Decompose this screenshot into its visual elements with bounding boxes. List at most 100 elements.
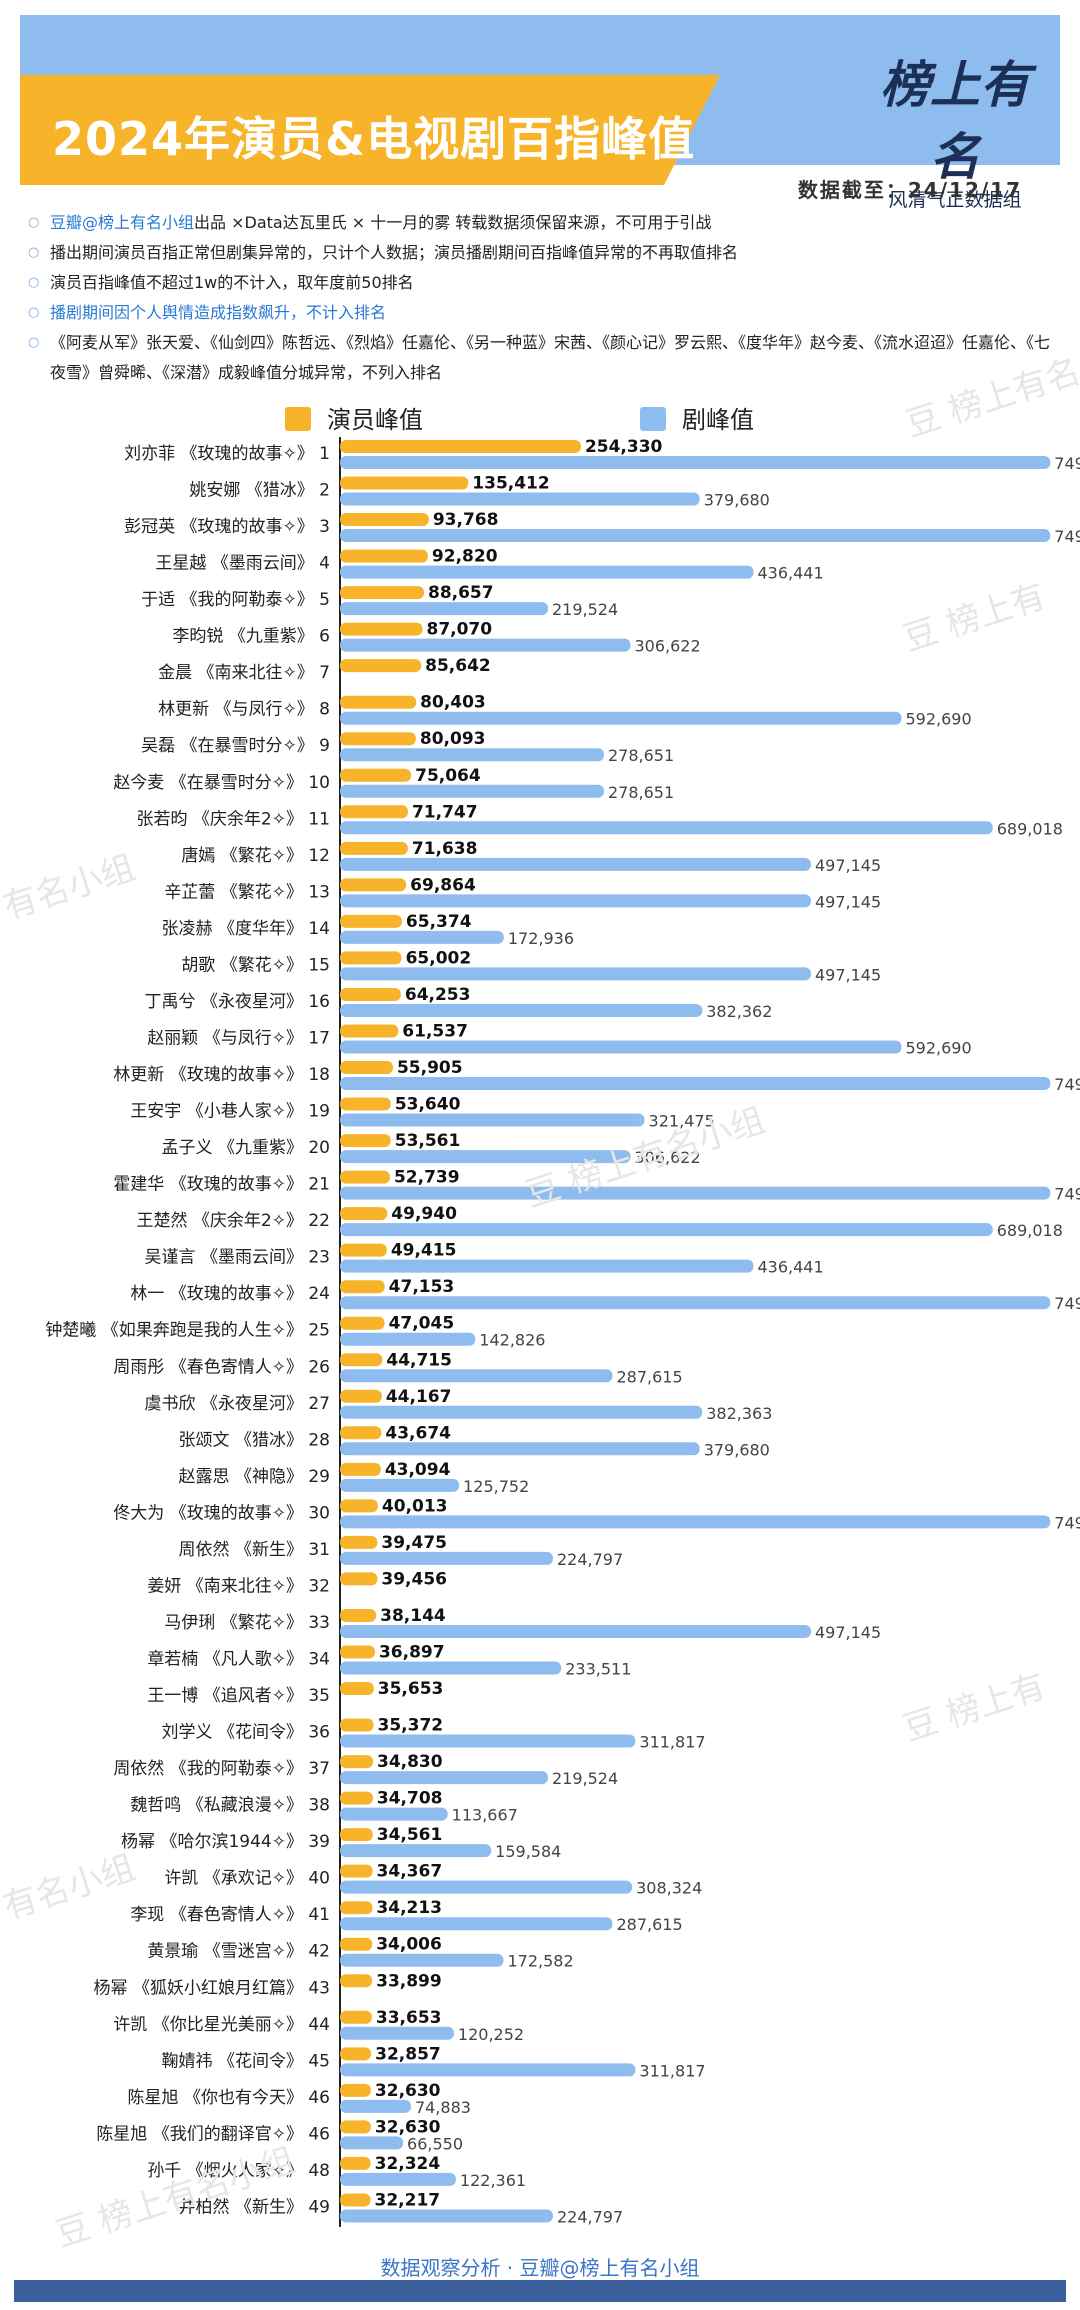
category-label: 许凯 《承欢记✧》 40: [164, 1869, 330, 1889]
category-label: 胡歌 《繁花✧》 15: [181, 955, 330, 975]
actor-bar: [340, 2193, 371, 2207]
category-label: 陈星旭 《我们的翻译官✧》 46: [96, 2124, 330, 2144]
category-label: 霍建华 《玫瑰的故事✧》 21: [113, 1175, 330, 1195]
actor-bar: [340, 2010, 372, 2024]
drama-bar: [340, 1223, 993, 1237]
category-label: 周雨彤 《春色寄情人✧》 26: [113, 1357, 330, 1377]
actor-value-label: 43,094: [385, 1460, 451, 1480]
drama-bar: [340, 967, 811, 981]
note-item: 豆瓣@榜上有名小组出品 ×Data达瓦里氏 × 十一月的雾 转载数据须保留来源，…: [28, 208, 1058, 238]
drama-value-label: 278,651: [608, 746, 674, 765]
category-label: 唐嫣 《繁花✧》 12: [181, 845, 330, 866]
category-label: 陈星旭 《你也有今天》 46: [128, 2088, 330, 2108]
drama-value-label: 497,145: [815, 965, 881, 984]
category-label: 于适 《我的阿勒泰✧》 5: [141, 590, 330, 610]
drama-value-label: 122,361: [460, 2171, 526, 2190]
drama-bar: [340, 1296, 1051, 1310]
actor-value-label: 34,213: [376, 1898, 442, 1918]
legend-label-actor: 演员峰值: [327, 406, 423, 434]
actor-value-label: 80,093: [420, 729, 486, 749]
drama-bar: [340, 1880, 633, 1894]
actor-bar: [340, 805, 408, 819]
drama-value-label: 125,752: [463, 1477, 529, 1496]
notes-list: 豆瓣@榜上有名小组出品 ×Data达瓦里氏 × 十一月的雾 转载数据须保留来源，…: [28, 208, 1058, 388]
category-label: 虞书欣 《永夜星河》 27: [145, 1394, 330, 1414]
actor-value-label: 35,372: [378, 1716, 444, 1736]
drama-bar: [340, 1259, 754, 1273]
actor-bar: [340, 732, 416, 746]
actor-value-label: 43,674: [385, 1423, 451, 1443]
drama-value-label: 592,690: [905, 1038, 971, 1057]
drama-bar: [340, 1003, 703, 1017]
drama-bar: [340, 2136, 404, 2150]
category-label: 林更新 《玫瑰的故事✧》 18: [113, 1065, 330, 1085]
category-label: 王安宇 《小巷人家✧》 19: [130, 1102, 330, 1122]
category-label: 吴磊 《在暴雪时分✧》 9: [141, 736, 330, 756]
actor-value-label: 135,412: [472, 474, 549, 494]
category-label: 马伊琍 《繁花✧》 33: [164, 1613, 330, 1633]
actor-value-label: 34,006: [376, 1935, 442, 1955]
category-label: 金晨 《南来北往✧》 7: [158, 663, 330, 683]
category-label: 杨幂 《狐妖小红娘月红篇》 43: [94, 1978, 330, 1998]
actor-bar: [340, 1170, 390, 1184]
drama-bar: [340, 857, 811, 871]
drama-value-label: 306,622: [634, 637, 700, 656]
actor-bar: [340, 951, 402, 965]
category-label: 张颂文 《猎冰》 28: [179, 1430, 330, 1450]
actor-bar: [340, 1974, 373, 1988]
drama-value-label: 142,826: [479, 1331, 545, 1350]
actor-value-label: 92,820: [432, 547, 498, 567]
actor-value-label: 34,708: [377, 1789, 443, 1809]
actor-bar: [340, 1316, 385, 1330]
actor-bar: [340, 1207, 388, 1221]
drama-bar: [340, 711, 902, 725]
actor-value-label: 80,403: [420, 693, 486, 713]
category-label: 李昀锐 《九重紫》 6: [172, 627, 330, 647]
drama-bar: [340, 602, 548, 616]
actor-bar: [340, 476, 469, 490]
actor-value-label: 32,324: [375, 2154, 441, 2174]
drama-bar: [340, 1771, 548, 1785]
drama-value-label: 382,362: [706, 1002, 772, 1021]
category-label: 杨幂 《哈尔滨1944✧》 39: [121, 1832, 330, 1852]
category-label: 张凌赫 《度华年》 14: [162, 919, 330, 939]
actor-bar: [340, 2083, 371, 2097]
actor-bar: [340, 695, 417, 709]
drama-value-label: 592,690: [905, 710, 971, 729]
drama-bar: [340, 1624, 811, 1638]
drama-value-label: 74,883: [415, 2098, 471, 2117]
drama-bar: [340, 565, 754, 579]
actor-bar: [340, 1024, 399, 1038]
drama-bar: [340, 492, 700, 506]
actor-value-label: 33,653: [376, 2008, 442, 2028]
actor-bar: [340, 586, 424, 600]
drama-value-label: 159,584: [495, 1842, 561, 1861]
drama-value-label: 311,817: [639, 2061, 705, 2080]
actor-value-label: 53,561: [395, 1131, 461, 1151]
actor-bar: [340, 1499, 378, 1513]
actor-value-label: 254,330: [585, 437, 663, 457]
drama-value-label: 287,615: [616, 1915, 682, 1934]
footer-credit: 数据观察分析 · 豆瓣@榜上有名小组: [380, 2256, 700, 2280]
category-label: 王一博 《追风者✧》 35: [147, 1686, 330, 1706]
category-label: 辛芷蕾 《繁花✧》 13: [164, 882, 330, 902]
note-source[interactable]: 豆瓣@榜上有名小组: [50, 213, 195, 232]
actor-bar: [340, 1389, 382, 1403]
actor-bar: [340, 513, 429, 527]
drama-value-label: 497,145: [815, 856, 881, 875]
actor-bar: [340, 1645, 375, 1659]
actor-value-label: 71,638: [412, 839, 478, 859]
actor-value-label: 93,768: [433, 510, 499, 530]
actor-bar: [340, 440, 581, 453]
actor-value-label: 65,002: [406, 948, 472, 968]
actor-value-label: 47,153: [389, 1277, 455, 1297]
drama-value-label: 382,363: [706, 1404, 772, 1423]
drama-bar: [340, 2172, 456, 2186]
drama-value-label: 120,252: [458, 2025, 524, 2044]
actor-value-label: 53,640: [395, 1095, 461, 1115]
actor-value-label: 88,657: [428, 583, 494, 603]
note-item: 播剧期间因个人舆情造成指数飙升，不计入排名: [28, 298, 1058, 328]
actor-bar: [340, 659, 422, 673]
drama-bar: [340, 2099, 411, 2113]
actor-bar: [340, 1243, 387, 1257]
